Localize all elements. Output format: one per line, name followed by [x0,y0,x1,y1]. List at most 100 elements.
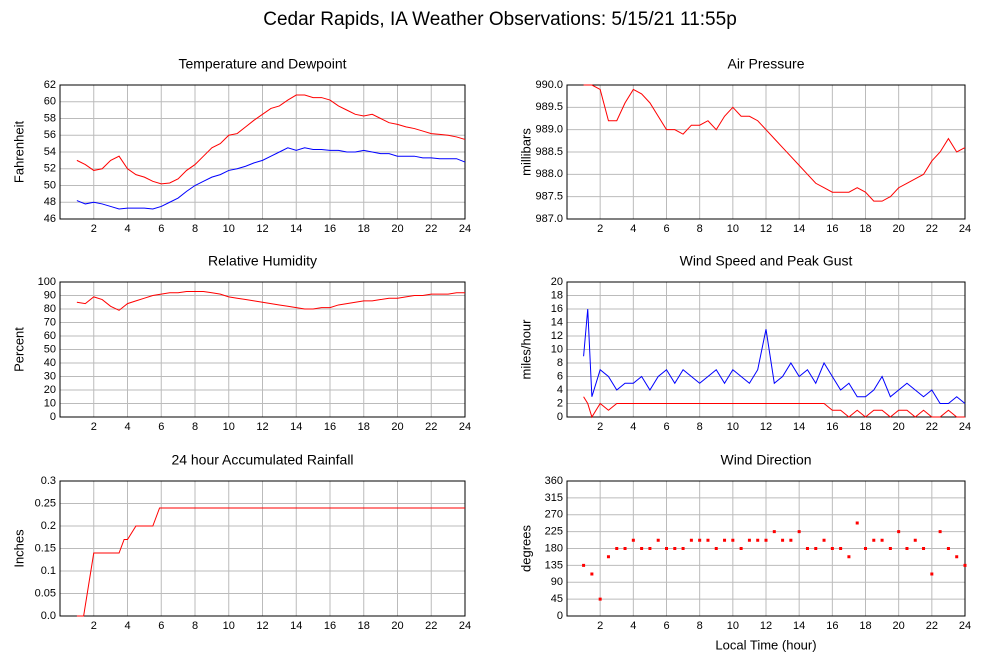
y-tick-label: 60 [44,330,56,342]
x-tick-label: 8 [192,620,198,632]
plot-frame [566,480,966,617]
data-point [623,547,627,550]
data-point [756,538,760,542]
data-point [855,521,859,525]
x-tick-label: 14 [290,620,302,632]
y-tick-label: 0.2 [41,520,56,532]
data-point [714,547,718,550]
y-axis-label: Fahrenheit [11,121,26,184]
data-point [582,563,586,567]
data-point [872,538,876,542]
y-tick-label: 989.0 [535,124,563,136]
x-tick-label: 10 [727,421,739,433]
x-tick-label: 22 [926,620,938,632]
panel-title: Temperature and Dewpoint [178,56,346,72]
y-tick-label: 2 [557,397,563,409]
x-tick-label: 10 [727,620,739,632]
data-point [648,547,652,550]
y-tick-label: 30 [44,370,56,382]
y-tick-label: 90 [44,289,56,301]
x-tick-label: 12 [760,620,772,632]
x-tick-label: 24 [959,421,971,433]
x-tick-label: 2 [597,620,603,632]
y-tick-label: 990.0 [535,79,563,91]
x-tick-label: 16 [826,421,838,433]
x-tick-label: 6 [663,421,669,433]
x-tick-label: 16 [826,223,838,235]
x-tick-label: 2 [91,620,97,632]
y-tick-label: 100 [38,276,56,288]
data-point [781,538,785,542]
data-line [76,94,466,185]
y-tick-label: 48 [44,196,56,208]
y-tick-label: 180 [545,542,563,554]
y-tick-label: 0 [557,610,563,622]
y-tick-label: 988.5 [535,146,563,158]
x-tick-label: 18 [859,421,871,433]
data-point [814,547,818,550]
data-point [946,547,950,550]
y-tick-label: 90 [551,576,563,588]
data-point [955,555,959,559]
x-tick-label: 6 [663,620,669,632]
y-tick-label: 50 [44,179,56,191]
plot-frame [566,281,966,418]
data-point [963,563,967,567]
x-tick-label: 18 [358,421,370,433]
x-tick-label: 2 [597,421,603,433]
y-tick-label: 8 [557,357,563,369]
panel-title: Air Pressure [727,56,804,72]
x-tick-label: 24 [959,620,971,632]
x-tick-label: 20 [893,223,905,235]
y-tick-label: 0.05 [35,587,56,599]
y-tick-label: 0.25 [35,497,56,509]
y-tick-label: 0 [557,411,563,423]
data-point [731,538,735,542]
y-tick-label: 315 [545,492,563,504]
y-tick-label: 987.5 [535,191,563,203]
data-point [606,555,610,559]
y-tick-label: 0.15 [35,542,56,554]
data-point [747,538,751,542]
x-tick-label: 6 [663,223,669,235]
x-tick-label: 18 [859,620,871,632]
y-tick-label: 10 [551,343,563,355]
y-axis-label: degrees [518,525,533,572]
data-point [656,538,660,542]
panel-title: Wind Speed and Peak Gust [680,253,853,269]
x-tick-label: 10 [223,620,235,632]
y-tick-label: 135 [545,559,563,571]
data-point [839,547,843,550]
plot-frame [566,84,966,220]
data-point [772,530,776,534]
data-line [76,507,465,617]
y-tick-label: 45 [551,593,563,605]
y-tick-label: 16 [551,303,563,315]
x-tick-label: 14 [290,223,302,235]
x-tick-label: 4 [124,620,130,632]
x-tick-label: 6 [158,223,164,235]
y-tick-label: 988.0 [535,168,563,180]
x-tick-label: 16 [324,223,336,235]
y-tick-label: 40 [44,357,56,369]
y-tick-label: 46 [44,213,56,225]
y-tick-label: 62 [44,79,56,91]
data-point [698,538,702,542]
data-line [583,84,966,202]
x-axis-label: Local Time (hour) [715,637,816,652]
x-tick-label: 16 [324,421,336,433]
y-tick-label: 56 [44,129,56,141]
x-tick-label: 12 [760,421,772,433]
x-tick-label: 14 [290,421,302,433]
y-tick-label: 14 [551,316,563,328]
x-tick-label: 22 [425,223,437,235]
data-point [789,538,793,542]
x-tick-label: 20 [391,620,403,632]
y-tick-label: 20 [44,384,56,396]
x-tick-label: 20 [391,223,403,235]
data-point [673,547,677,550]
data-point [689,538,693,542]
x-tick-label: 8 [697,223,703,235]
y-tick-label: 0.1 [41,565,56,577]
